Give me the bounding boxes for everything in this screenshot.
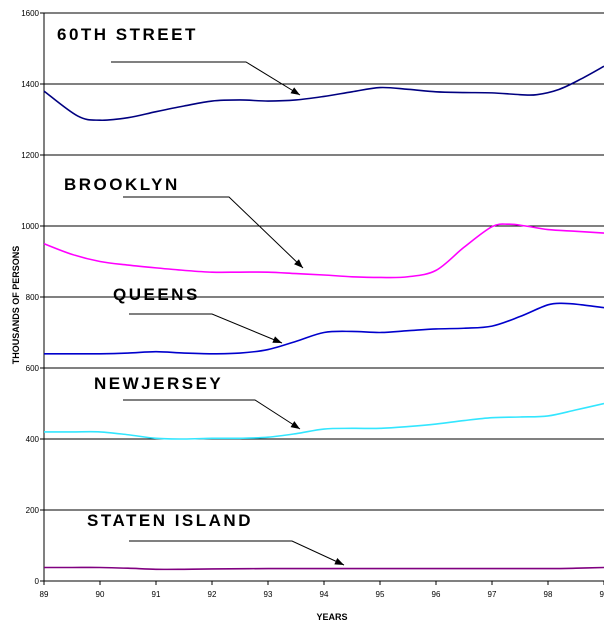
series-label-staten-island: STATEN ISLAND bbox=[87, 511, 253, 530]
series-label-newjersey: NEWJERSEY bbox=[94, 374, 223, 393]
arrowhead-brooklyn bbox=[294, 259, 303, 268]
y-tick-label: 1400 bbox=[21, 80, 39, 89]
y-axis-ticks: 0 200 400 600 800 1000 1200 1400 1600 bbox=[21, 9, 44, 586]
series-line-queens bbox=[43, 302, 604, 355]
y-axis-title: THOUSANDS OF PERSONS bbox=[11, 246, 21, 365]
series-label-60th-street: 60TH STREET bbox=[57, 25, 198, 44]
x-tick-label: 98 bbox=[544, 590, 553, 599]
gridlines bbox=[44, 12, 604, 511]
x-tick-label: 97 bbox=[488, 590, 497, 599]
y-tick-label: 1600 bbox=[21, 9, 39, 18]
leader-line-staten-island bbox=[129, 540, 345, 566]
x-tick-label: 92 bbox=[208, 590, 217, 599]
y-tick-label: 1200 bbox=[21, 151, 39, 160]
series-label-queens: QUEENS bbox=[113, 285, 200, 304]
arrowhead-60th-street bbox=[290, 87, 300, 95]
y-tick-label: 1000 bbox=[21, 222, 39, 231]
x-axis-ticks: 89 90 91 92 93 94 95 96 97 98 99 bbox=[40, 581, 604, 599]
series-line-brooklyn bbox=[43, 223, 604, 279]
leader-line-newjersey bbox=[123, 399, 301, 430]
arrowhead-staten-island bbox=[334, 558, 344, 565]
y-tick-label: 0 bbox=[35, 577, 40, 586]
x-tick-label: 93 bbox=[264, 590, 273, 599]
leader-line-brooklyn bbox=[123, 196, 304, 269]
x-tick-label: 95 bbox=[376, 590, 385, 599]
x-tick-label: 91 bbox=[152, 590, 161, 599]
leader-line-60th-street bbox=[111, 61, 301, 96]
arrowhead-newjersey bbox=[290, 421, 300, 429]
y-tick-label: 800 bbox=[26, 293, 40, 302]
x-tick-label: 94 bbox=[320, 590, 329, 599]
leader-line-queens bbox=[129, 313, 283, 344]
series-line-60th-street bbox=[43, 65, 604, 122]
x-tick-label: 89 bbox=[40, 590, 49, 599]
y-tick-label: 600 bbox=[26, 364, 40, 373]
x-tick-label: 90 bbox=[96, 590, 105, 599]
x-axis-title: YEARS bbox=[316, 612, 347, 622]
x-tick-label: 99 bbox=[600, 590, 604, 599]
x-tick-label: 96 bbox=[432, 590, 441, 599]
arrowhead-queens bbox=[272, 336, 282, 343]
series-callouts: 60TH STREET BROOKLYN QUEENS NEWJERSEY STATEN… bbox=[57, 25, 345, 566]
y-tick-label: 400 bbox=[26, 435, 40, 444]
series-line-newjersey bbox=[44, 402, 604, 440]
series-lines bbox=[43, 65, 604, 571]
y-tick-label: 200 bbox=[26, 506, 40, 515]
axes bbox=[43, 13, 604, 582]
series-label-brooklyn: BROOKLYN bbox=[64, 175, 180, 194]
series-line-staten-island bbox=[43, 566, 604, 571]
